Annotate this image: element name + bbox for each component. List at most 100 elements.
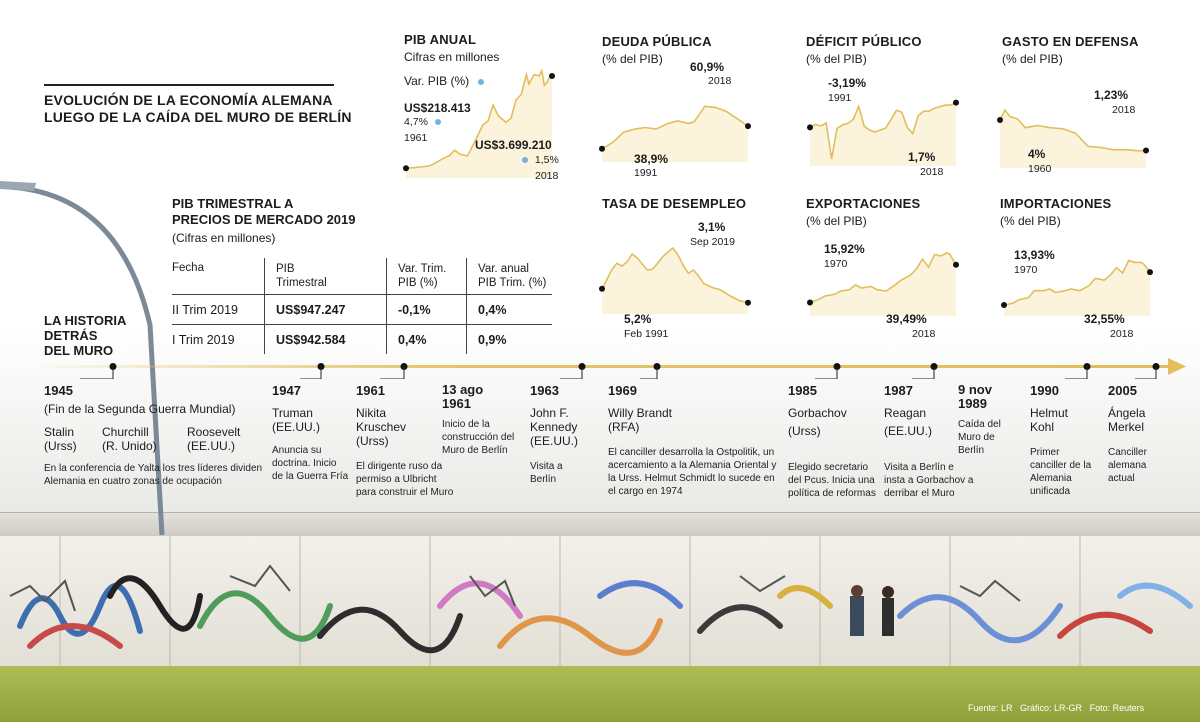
pib-anual-title: PIB ANUAL: [404, 32, 477, 47]
chart-point: [1143, 147, 1149, 154]
table-header-pib: PIB Trimestral: [276, 263, 327, 289]
historia-line1: LA HISTORIA: [44, 313, 127, 328]
tl-1985-country: (Urss): [788, 424, 821, 438]
tl-1985-desc-line1: Elegido secretario: [788, 462, 869, 473]
tl-1985-name: Gorbachov: [788, 406, 847, 420]
tl-1969-country: (RFA): [608, 420, 640, 434]
tl-2005-year: 2005: [1108, 383, 1137, 398]
table-cell: II Trim 2019: [172, 303, 238, 317]
title-rule: [44, 84, 334, 86]
chart-series-line: [1003, 259, 1151, 306]
tl-1990-desc-line3: Alemania: [1030, 473, 1072, 484]
exportaciones-end-value: 39,49%: [886, 312, 927, 326]
credit-grafico: Gráfico: LR-GR: [1020, 703, 1083, 713]
desempleo-low-label: Feb 1991: [624, 328, 669, 340]
chart-area-fill: [602, 106, 748, 162]
table-col-divider: [386, 258, 387, 354]
tl-1985-desc-line2: del Pcus. Inicia una: [788, 475, 875, 486]
exportaciones-chart: [807, 251, 959, 316]
importaciones-subtitle: (% del PIB): [1000, 214, 1061, 228]
table-col-divider: [264, 258, 265, 354]
tl-1969-desc-line3: la Urss. Helmut Schmidt lo sucede en: [608, 473, 775, 484]
chart-point: [807, 299, 813, 306]
tl-1945-p3-country: (EE.UU.): [187, 439, 235, 453]
tl-1987-year: 1987: [884, 383, 913, 398]
chart-area-fill: [810, 252, 956, 316]
chart-series-line: [405, 68, 553, 169]
defensa-title: GASTO EN DEFENSA: [1002, 34, 1139, 49]
chart-area-fill: [1000, 110, 1146, 168]
tl-1963-person: John F. Kennedy (EE.UU.): [530, 406, 578, 448]
tl-13ago-desc-line3: Muro de Berlín: [442, 445, 508, 456]
table-cell: US$942.584: [276, 333, 346, 347]
table-cell: I Trim 2019: [172, 333, 235, 347]
credit-fuente: Fuente: LR: [968, 703, 1013, 713]
tl-1961-name2: Kruschev: [356, 420, 407, 434]
tl-1990-name2: Kohl: [1030, 420, 1055, 434]
tl-2005-desc-line2: alemana: [1108, 460, 1147, 471]
tl-1947-year: 1947: [272, 383, 301, 398]
exportaciones-end-label: 2018: [912, 328, 936, 340]
credit-foto: Foto: Reuters: [1089, 703, 1145, 713]
tl-1963-desc-line2: Berlín: [530, 474, 557, 485]
tl-1969-name: Willy Brandt: [608, 406, 673, 420]
tl-1945-p1-country: (Urss): [44, 439, 77, 453]
chart-point: [549, 73, 555, 79]
legend-dot-icon: [478, 78, 485, 85]
pib-end-pct-row: 1,5%: [522, 154, 559, 166]
tl-2005-name2: Merkel: [1108, 420, 1145, 434]
chart-area-fill: [810, 102, 956, 166]
defensa-start-value: 4%: [1028, 147, 1046, 161]
table-cell: 0,9%: [478, 333, 507, 347]
tl-1987-desc: Visita a Berlín e insta a Gorbachov a de…: [884, 461, 974, 500]
deuda-subtitle: (% del PIB): [602, 52, 663, 66]
table-cell: 0,4%: [398, 333, 427, 347]
importaciones-title: IMPORTACIONES: [1000, 196, 1112, 211]
tl-1961-desc-line2: permiso a Ulbricht: [356, 474, 437, 485]
credits: Fuente: LR Gráfico: LR-GR Foto: Reuters: [968, 703, 1144, 713]
exportaciones-subtitle: (% del PIB): [806, 214, 867, 228]
chart-area-fill: [406, 70, 552, 178]
tl-1990-year: 1990: [1030, 383, 1059, 398]
historia-line3: DEL MURO: [44, 343, 114, 358]
tl-1969-year: 1969: [608, 383, 637, 398]
berlin-wall-photo: [0, 536, 1200, 666]
main-title-line2: LUEGO DE LA CAÍDA DEL MURO DE BERLÍN: [44, 109, 352, 125]
pib-trimestral-subtitle: (Cifras en millones): [172, 231, 276, 245]
tl-13ago-desc-line2: construcción del: [442, 432, 515, 443]
pib-start-pct: 4,7%: [404, 116, 428, 128]
tl-1961-desc: El dirigente ruso da permiso a Ulbricht …: [356, 460, 453, 499]
tl-1945-p1-name: Stalin: [44, 425, 75, 439]
tl-1969-desc-line1: El canciller desarrolla la Ostpolitik, u…: [608, 447, 775, 458]
defensa-subtitle: (% del PIB): [1002, 52, 1063, 66]
tl-2005-desc-line1: Canciller: [1108, 447, 1147, 458]
table-header-var-anual: Var. anual PIB Trim. (%): [478, 263, 547, 289]
importaciones-end-label: 2018: [1110, 328, 1134, 340]
tl-9nov-yr: 1989: [958, 396, 987, 411]
tl-1985-desc-line3: política de reformas: [788, 488, 876, 499]
deficit-chart: [807, 99, 959, 166]
pedestrians: [850, 585, 894, 636]
tl-1961-name1: Nikita: [356, 406, 387, 420]
main-title-line1: EVOLUCIÓN DE LA ECONOMÍA ALEMANA: [44, 92, 333, 108]
tl-13ago-yr: 1961: [442, 396, 471, 411]
desempleo-high-value: 3,1%: [698, 220, 726, 234]
tl-1961-country: (Urss): [356, 434, 389, 448]
pib-anual-subtitle: Cifras en millones: [404, 50, 500, 64]
chart-point: [745, 299, 751, 306]
chart-point: [953, 99, 959, 106]
chart-series-line: [809, 101, 957, 160]
deficit-title: DÉFICIT PÚBLICO: [806, 34, 922, 49]
tl-1947-desc-line1: Anuncia su: [272, 445, 322, 456]
tl-13ago-date: 13 ago: [442, 382, 484, 397]
deficit-end-value: 1,7%: [908, 150, 936, 164]
tl-1990-name1: Helmut: [1030, 406, 1069, 420]
tl-2005-desc: Canciller alemana actual: [1108, 446, 1147, 485]
tl-2005-desc-line3: actual: [1108, 473, 1135, 484]
tl-1963-name1: John F.: [530, 406, 569, 420]
background-fog: [0, 330, 1200, 530]
tl-1945-desc-line1: En la conferencia de Yalta los tres líde…: [44, 463, 263, 474]
tl-1963-name2: Kennedy: [530, 420, 578, 434]
deficit-subtitle: (% del PIB): [806, 52, 867, 66]
desempleo-title: TASA DE DESEMPLEO: [602, 196, 747, 211]
